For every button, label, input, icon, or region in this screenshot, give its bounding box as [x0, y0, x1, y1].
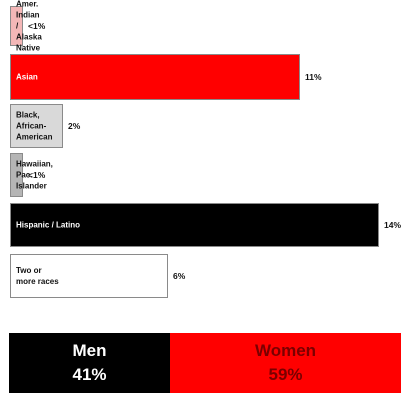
bar-category-label: Hawaiian, Pac. Islander [16, 159, 53, 191]
ethnicity-bar-chart: Amer. Indian / Alaska Native <1% Asian 11% B… [10, 0, 402, 298]
bar-5: Two or more races [10, 254, 168, 298]
bar-4: Hispanic / Latino [10, 203, 379, 247]
bar-1: Asian [10, 54, 300, 100]
bar-category-label: Asian [16, 72, 38, 82]
bar-0: Amer. Indian / Alaska Native [10, 0, 42, 53]
bar-value-label: 14% [384, 220, 402, 230]
bar-value-label: 6% [173, 271, 186, 281]
bar-category-label: Hispanic / Latino [16, 220, 81, 230]
bar-value-label: <1% [28, 21, 46, 31]
bar-value-label: 2% [68, 121, 81, 131]
bar-2: Black, African- American [10, 104, 63, 148]
men-segment: Men 41% [9, 333, 170, 393]
men-label: Men [72, 341, 107, 360]
women-label: Women [254, 341, 317, 360]
bar-value-label: 11% [305, 72, 322, 82]
bar-category-label: Two or more races [16, 266, 59, 286]
gender-split-bar: Men 41% Women 59% [9, 333, 401, 393]
bar-category-label: Amer. Indian / Alaska Native [16, 0, 42, 53]
bar-3: Hawaiian, Pac. Islander [10, 153, 53, 197]
women-segment: Women 59% [170, 333, 401, 393]
bar-category-label: Black, African- American [16, 110, 53, 142]
women-value: 59% [268, 365, 303, 384]
bar-value-label: <1% [28, 170, 46, 180]
men-value: 41% [72, 365, 107, 384]
